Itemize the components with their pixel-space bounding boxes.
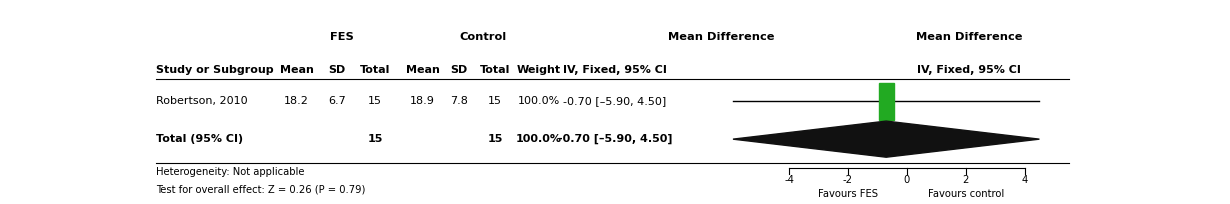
Text: 2: 2	[963, 175, 969, 185]
Text: 15: 15	[368, 96, 381, 106]
Text: Weight: Weight	[517, 65, 561, 75]
Polygon shape	[733, 121, 1039, 157]
Text: 18.9: 18.9	[410, 96, 435, 106]
Text: SD: SD	[328, 65, 346, 75]
Text: IV, Fixed, 95% CI: IV, Fixed, 95% CI	[916, 65, 1021, 75]
Text: Control: Control	[459, 32, 507, 42]
Text: Heterogeneity: Not applicable: Heterogeneity: Not applicable	[156, 167, 304, 177]
Text: Study or Subgroup: Study or Subgroup	[156, 65, 273, 75]
Text: -2: -2	[843, 175, 852, 185]
Text: -0.70 [–5.90, 4.50]: -0.70 [–5.90, 4.50]	[563, 96, 667, 106]
Text: 0: 0	[904, 175, 910, 185]
Text: 6.7: 6.7	[328, 96, 346, 106]
Text: Favours control: Favours control	[927, 189, 1004, 200]
Text: IV, Fixed, 95% CI: IV, Fixed, 95% CI	[563, 65, 667, 75]
Text: 15: 15	[368, 134, 383, 144]
Text: Total (95% CI): Total (95% CI)	[156, 134, 242, 144]
Text: Mean Difference: Mean Difference	[668, 32, 774, 42]
Text: 100.0%: 100.0%	[515, 134, 562, 144]
Text: Favours FES: Favours FES	[818, 189, 878, 200]
Text: 15: 15	[488, 96, 502, 106]
Bar	[878, 83, 894, 120]
Text: Mean: Mean	[406, 65, 439, 75]
Text: Total: Total	[480, 65, 510, 75]
Text: 18.2: 18.2	[284, 96, 309, 106]
Text: FES: FES	[330, 32, 353, 42]
Text: Total: Total	[359, 65, 390, 75]
Text: Test for overall effect: Z = 0.26 (P = 0.79): Test for overall effect: Z = 0.26 (P = 0…	[156, 185, 365, 195]
Text: SD: SD	[450, 65, 467, 75]
Text: Mean: Mean	[279, 65, 314, 75]
Text: Mean Difference: Mean Difference	[915, 32, 1022, 42]
Text: Robertson, 2010: Robertson, 2010	[156, 96, 247, 106]
Text: 4: 4	[1022, 175, 1028, 185]
Text: -4: -4	[784, 175, 793, 185]
Text: -0.70 [–5.90, 4.50]: -0.70 [–5.90, 4.50]	[558, 134, 673, 144]
Text: 7.8: 7.8	[450, 96, 467, 106]
Text: 15: 15	[487, 134, 503, 144]
Text: 100.0%: 100.0%	[518, 96, 560, 106]
